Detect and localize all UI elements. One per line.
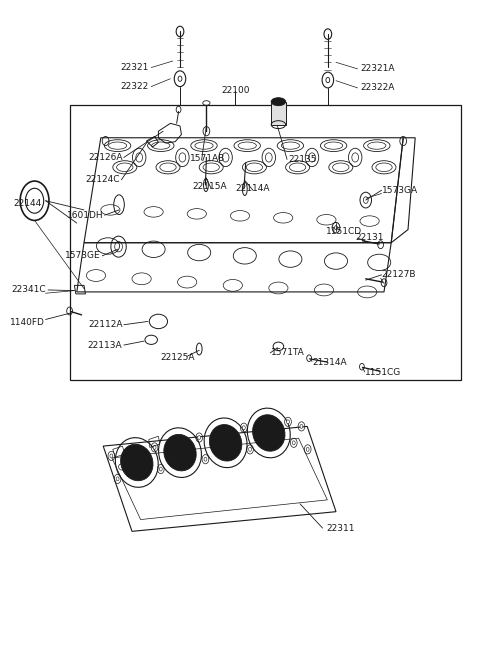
Text: 22127B: 22127B [382,270,416,279]
Text: 22113A: 22113A [88,340,122,350]
Circle shape [176,106,181,113]
Ellipse shape [120,444,153,481]
Text: 1151CD: 1151CD [326,227,362,236]
Circle shape [153,445,156,449]
Text: 1573GE: 1573GE [65,251,101,260]
Text: 22311: 22311 [326,523,355,533]
Text: 1571AB: 1571AB [190,154,225,163]
Ellipse shape [271,98,286,106]
Text: 22341C: 22341C [12,285,46,295]
Bar [70,105,461,380]
Text: 22131: 22131 [355,233,384,242]
Ellipse shape [209,424,242,461]
Circle shape [204,457,207,461]
Circle shape [110,454,113,458]
Text: 22322A: 22322A [360,83,395,92]
Circle shape [178,76,182,81]
Text: 22115A: 22115A [192,182,227,192]
Circle shape [249,447,252,451]
Ellipse shape [252,415,285,451]
Circle shape [242,426,245,430]
Text: 22114A: 22114A [235,184,270,194]
Circle shape [198,436,201,440]
Text: 22100: 22100 [221,86,250,95]
Text: 22321A: 22321A [360,64,395,73]
Circle shape [159,467,162,471]
Circle shape [300,424,303,428]
Circle shape [326,77,330,83]
Circle shape [287,420,289,424]
Text: 1601DH: 1601DH [67,211,103,220]
Text: 22124C: 22124C [85,175,120,184]
Text: 1571TA: 1571TA [271,348,305,358]
Text: 22144: 22144 [14,199,42,208]
Text: 1140FD: 1140FD [11,318,45,327]
Circle shape [116,477,119,481]
Polygon shape [271,102,286,125]
Text: 21314A: 21314A [312,358,347,367]
Text: 1573GA: 1573GA [382,186,418,195]
Ellipse shape [164,434,196,471]
Text: 22321: 22321 [120,63,149,72]
Text: 22112A: 22112A [88,320,122,329]
Circle shape [306,447,309,451]
Text: 22126A: 22126A [88,153,122,162]
Text: 22135: 22135 [288,155,316,164]
Circle shape [292,441,295,445]
Text: 1151CG: 1151CG [365,368,401,377]
Text: 22322: 22322 [120,82,149,91]
Text: 22125A: 22125A [160,353,195,362]
